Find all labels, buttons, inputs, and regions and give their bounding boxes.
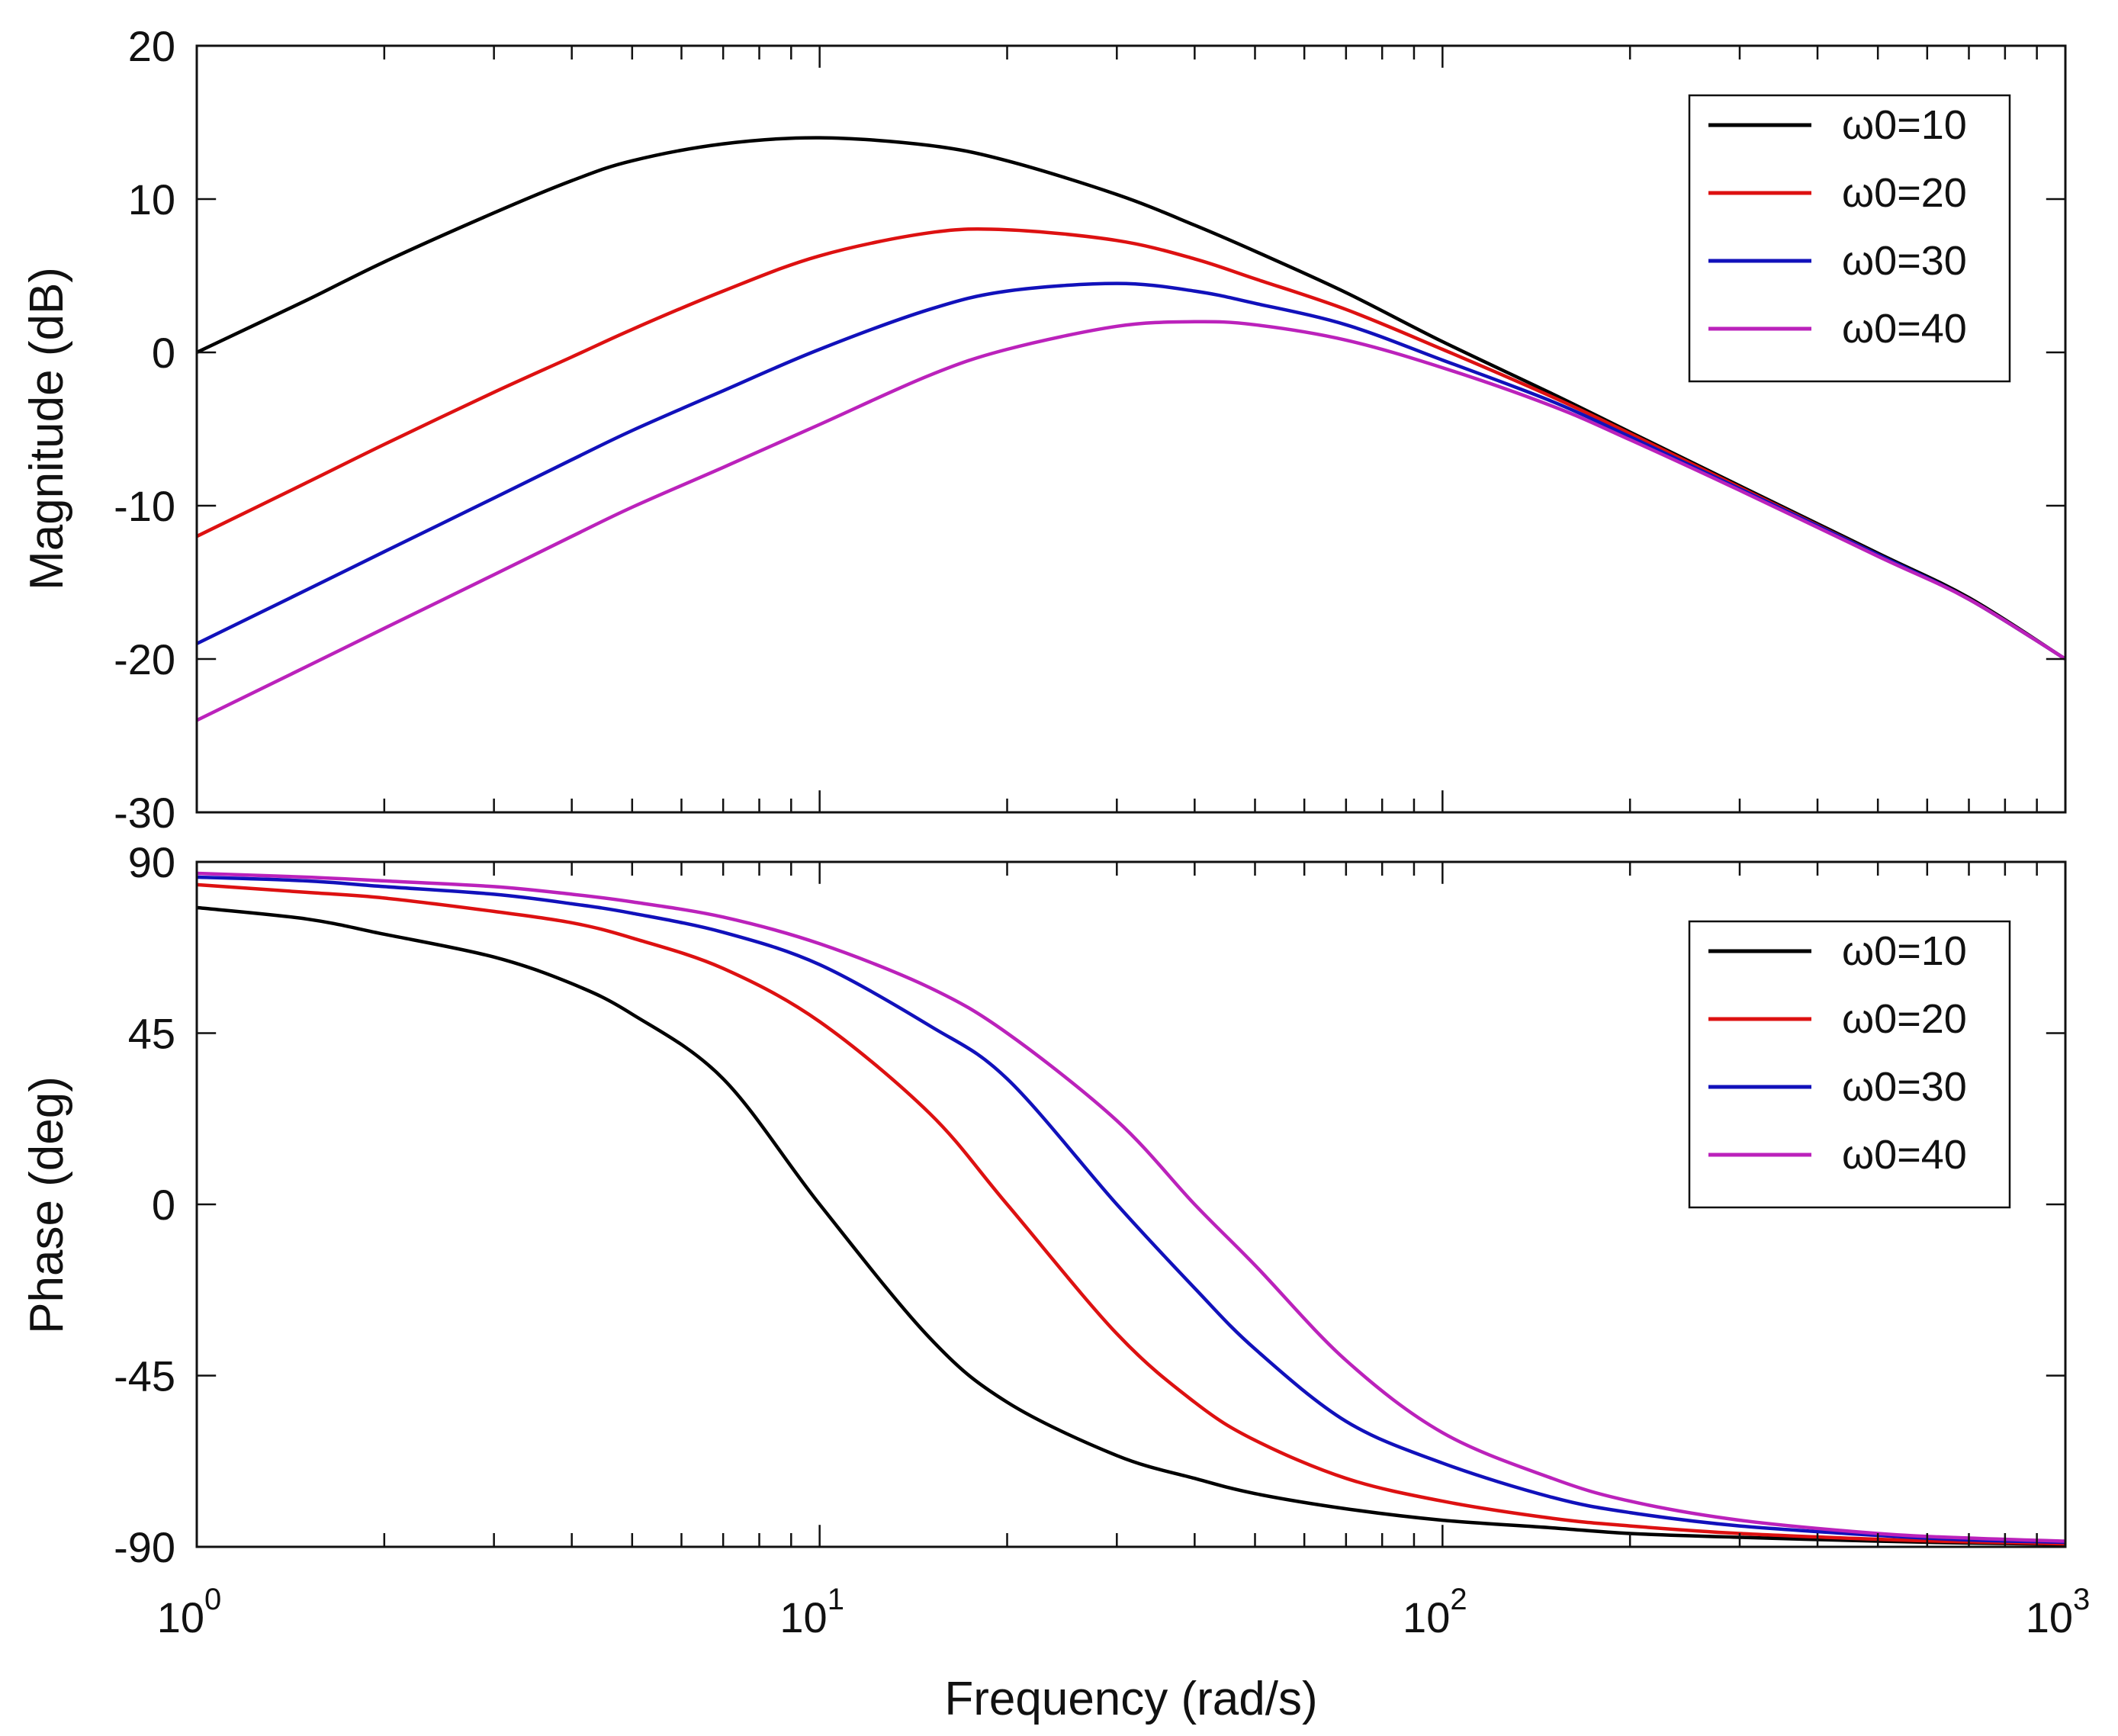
legend-box: [1688, 920, 2011, 1209]
y-tick-label: 90: [128, 838, 175, 886]
y-tick-label: 0: [152, 329, 175, 377]
phase-legend: ω0=10 ω0=20 ω0=30 ω0=40: [1688, 920, 2011, 1209]
phase-series-line-1: [196, 905, 2066, 1546]
x-tick-label: 103: [2026, 1583, 2091, 1641]
x-tick-label: 100: [157, 1583, 222, 1641]
legend-entry-label: ω0=10: [1842, 102, 1967, 148]
x-tick-label: 101: [779, 1583, 844, 1641]
legend-entry-label: ω0=20: [1842, 996, 1967, 1042]
magnitude-curves: [196, 136, 2067, 722]
y-tick-label: 45: [128, 1010, 175, 1058]
legend-entry-label: ω0=20: [1842, 170, 1967, 216]
y-tick-label: -45: [114, 1352, 175, 1400]
magnitude-y-axis-label: Magnitude (dB): [21, 267, 73, 590]
legend-entry-label: ω0=40: [1842, 306, 1967, 352]
phase-series-line-4: [196, 871, 2066, 1543]
frequency-tick-labels: 100 101 102 103: [157, 1583, 2091, 1641]
phase-axes-frame: [195, 860, 2067, 1548]
magnitude-axes-frame: [195, 44, 2067, 814]
magnitude-series-line-4: [196, 320, 2067, 722]
y-tick-label: -90: [114, 1523, 175, 1571]
legend-entry-label: ω0=10: [1842, 928, 1967, 974]
y-tick-label: 0: [152, 1181, 175, 1229]
phase-curves: [196, 871, 2066, 1546]
x-axis-label: Frequency (rad/s): [944, 1673, 1317, 1725]
legend-entry-label: ω0=30: [1842, 1064, 1967, 1110]
y-tick-label: 10: [128, 175, 175, 223]
phase-y-tick-labels: 90 45 0 -45 -90: [114, 838, 175, 1571]
y-tick-label: -20: [114, 635, 175, 683]
y-tick-label: -10: [114, 482, 175, 530]
phase-series-line-2: [196, 882, 2066, 1546]
y-tick-label: -30: [114, 789, 175, 837]
magnitude-legend: ω0=10 ω0=20 ω0=30 ω0=40: [1688, 94, 2011, 383]
legend-entry-label: ω0=40: [1842, 1132, 1967, 1178]
phase-series-line-3: [196, 875, 2066, 1545]
x-tick-label: 102: [1403, 1583, 1467, 1641]
magnitude-axis-ticks: [195, 44, 2065, 814]
magnitude-y-tick-labels: 20 10 0 -10 -20 -30: [114, 22, 175, 837]
y-tick-label: 20: [128, 22, 175, 70]
phase-axis-ticks: [195, 860, 2065, 1548]
phase-y-axis-label: Phase (deg): [21, 1076, 73, 1334]
magnitude-panel: 20 10 0 -10 -20 -30 Magnitude (dB) ω0=10 ω0=20…: [21, 22, 2067, 837]
legend-entry-label: ω0=30: [1842, 238, 1967, 284]
legend-box: [1688, 94, 2011, 383]
